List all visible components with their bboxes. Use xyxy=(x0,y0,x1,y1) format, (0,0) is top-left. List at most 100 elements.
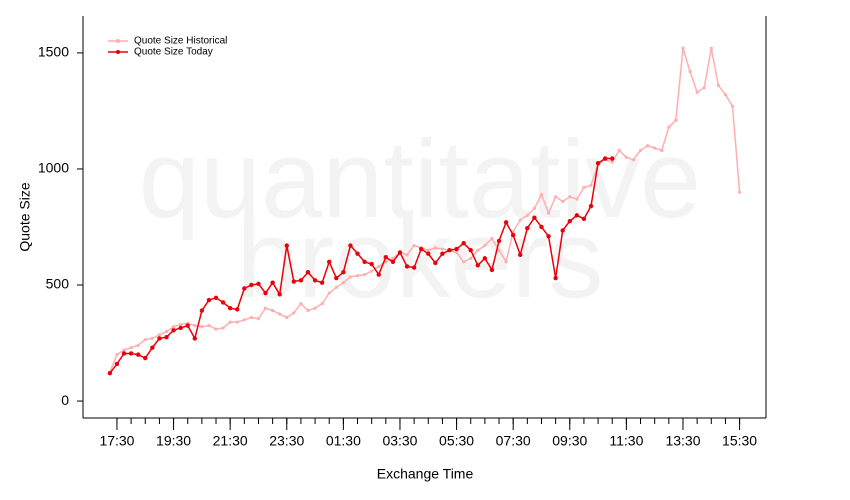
data-point xyxy=(617,148,621,152)
data-point xyxy=(575,197,579,201)
data-point xyxy=(214,327,218,331)
data-point xyxy=(581,216,587,222)
watermark: brokers xyxy=(237,198,604,321)
y-tick-label: 1500 xyxy=(38,44,69,60)
data-point xyxy=(157,333,162,337)
data-point xyxy=(496,238,502,244)
data-point xyxy=(702,86,706,90)
data-point xyxy=(574,213,580,218)
data-point xyxy=(462,260,466,264)
data-point xyxy=(171,325,176,329)
data-point xyxy=(242,286,247,291)
data-point xyxy=(150,345,155,350)
x-tick-label: 05:30 xyxy=(439,433,474,449)
data-point xyxy=(292,311,296,315)
data-point xyxy=(284,243,289,248)
data-point xyxy=(178,325,183,331)
x-tick-label: 07:30 xyxy=(496,433,531,449)
data-point xyxy=(150,336,154,340)
data-point xyxy=(602,156,608,161)
data-point xyxy=(525,225,530,231)
data-point xyxy=(277,292,282,297)
data-point xyxy=(723,93,728,97)
data-point xyxy=(554,195,558,199)
data-point xyxy=(227,306,233,311)
data-point xyxy=(454,250,459,255)
data-point xyxy=(418,246,424,252)
legend-label: Quote Size Historical xyxy=(134,36,227,47)
data-point xyxy=(348,275,353,279)
x-tick-label: 03:30 xyxy=(382,433,417,449)
data-point xyxy=(653,146,657,150)
data-point xyxy=(143,337,147,342)
data-point xyxy=(136,343,140,347)
data-point xyxy=(312,278,318,283)
data-point xyxy=(122,348,126,352)
data-point xyxy=(518,218,522,222)
data-point xyxy=(532,206,537,211)
data-point xyxy=(482,256,488,261)
data-point xyxy=(207,324,211,328)
data-point xyxy=(228,320,232,324)
data-point xyxy=(362,259,367,264)
data-point xyxy=(490,236,494,241)
data-point xyxy=(370,269,374,273)
data-point xyxy=(412,243,416,248)
data-point xyxy=(362,272,367,277)
data-point xyxy=(695,90,699,94)
data-point xyxy=(447,247,452,253)
data-point xyxy=(730,104,735,108)
data-point xyxy=(433,260,438,266)
data-point xyxy=(355,274,360,278)
x-tick-label: 13:30 xyxy=(665,433,700,449)
data-point xyxy=(716,83,720,87)
data-point xyxy=(681,46,685,50)
data-point xyxy=(525,213,529,217)
data-point xyxy=(348,243,353,248)
data-point xyxy=(299,301,303,306)
data-point xyxy=(497,248,501,252)
data-point xyxy=(568,195,572,199)
data-point xyxy=(426,248,430,252)
legend-label: Quote Size Today xyxy=(134,47,213,58)
data-point xyxy=(737,190,742,194)
data-point xyxy=(483,243,487,248)
data-point xyxy=(561,199,565,204)
data-point xyxy=(660,148,664,152)
data-point xyxy=(688,69,692,74)
data-point xyxy=(638,148,643,152)
data-point xyxy=(256,317,261,321)
data-point xyxy=(440,247,445,251)
data-point xyxy=(383,254,389,260)
data-point xyxy=(213,295,219,300)
data-point xyxy=(475,263,481,268)
data-point xyxy=(278,312,282,316)
x-tick-label: 09:30 xyxy=(552,433,587,449)
data-point xyxy=(171,328,176,333)
data-point xyxy=(115,353,119,357)
x-tick-label: 21:30 xyxy=(213,433,248,449)
data-point xyxy=(539,224,544,230)
x-tick-label: 17:30 xyxy=(99,433,134,449)
data-point xyxy=(355,251,360,256)
data-point xyxy=(320,301,324,306)
data-point xyxy=(221,326,225,330)
data-point xyxy=(426,251,431,256)
data-point xyxy=(114,361,120,367)
x-tick-label: 23:30 xyxy=(269,433,304,449)
data-point xyxy=(404,264,410,269)
data-point xyxy=(285,315,289,320)
data-point xyxy=(270,280,275,285)
data-point xyxy=(411,265,417,270)
data-point xyxy=(193,324,197,328)
x-tick-label: 15:30 xyxy=(722,433,757,449)
data-point xyxy=(546,234,551,239)
data-point xyxy=(341,270,346,275)
data-point xyxy=(646,144,650,148)
data-point xyxy=(518,252,523,258)
data-point xyxy=(135,352,141,357)
data-point xyxy=(390,259,396,264)
data-point xyxy=(164,335,169,340)
data-point xyxy=(129,346,133,350)
